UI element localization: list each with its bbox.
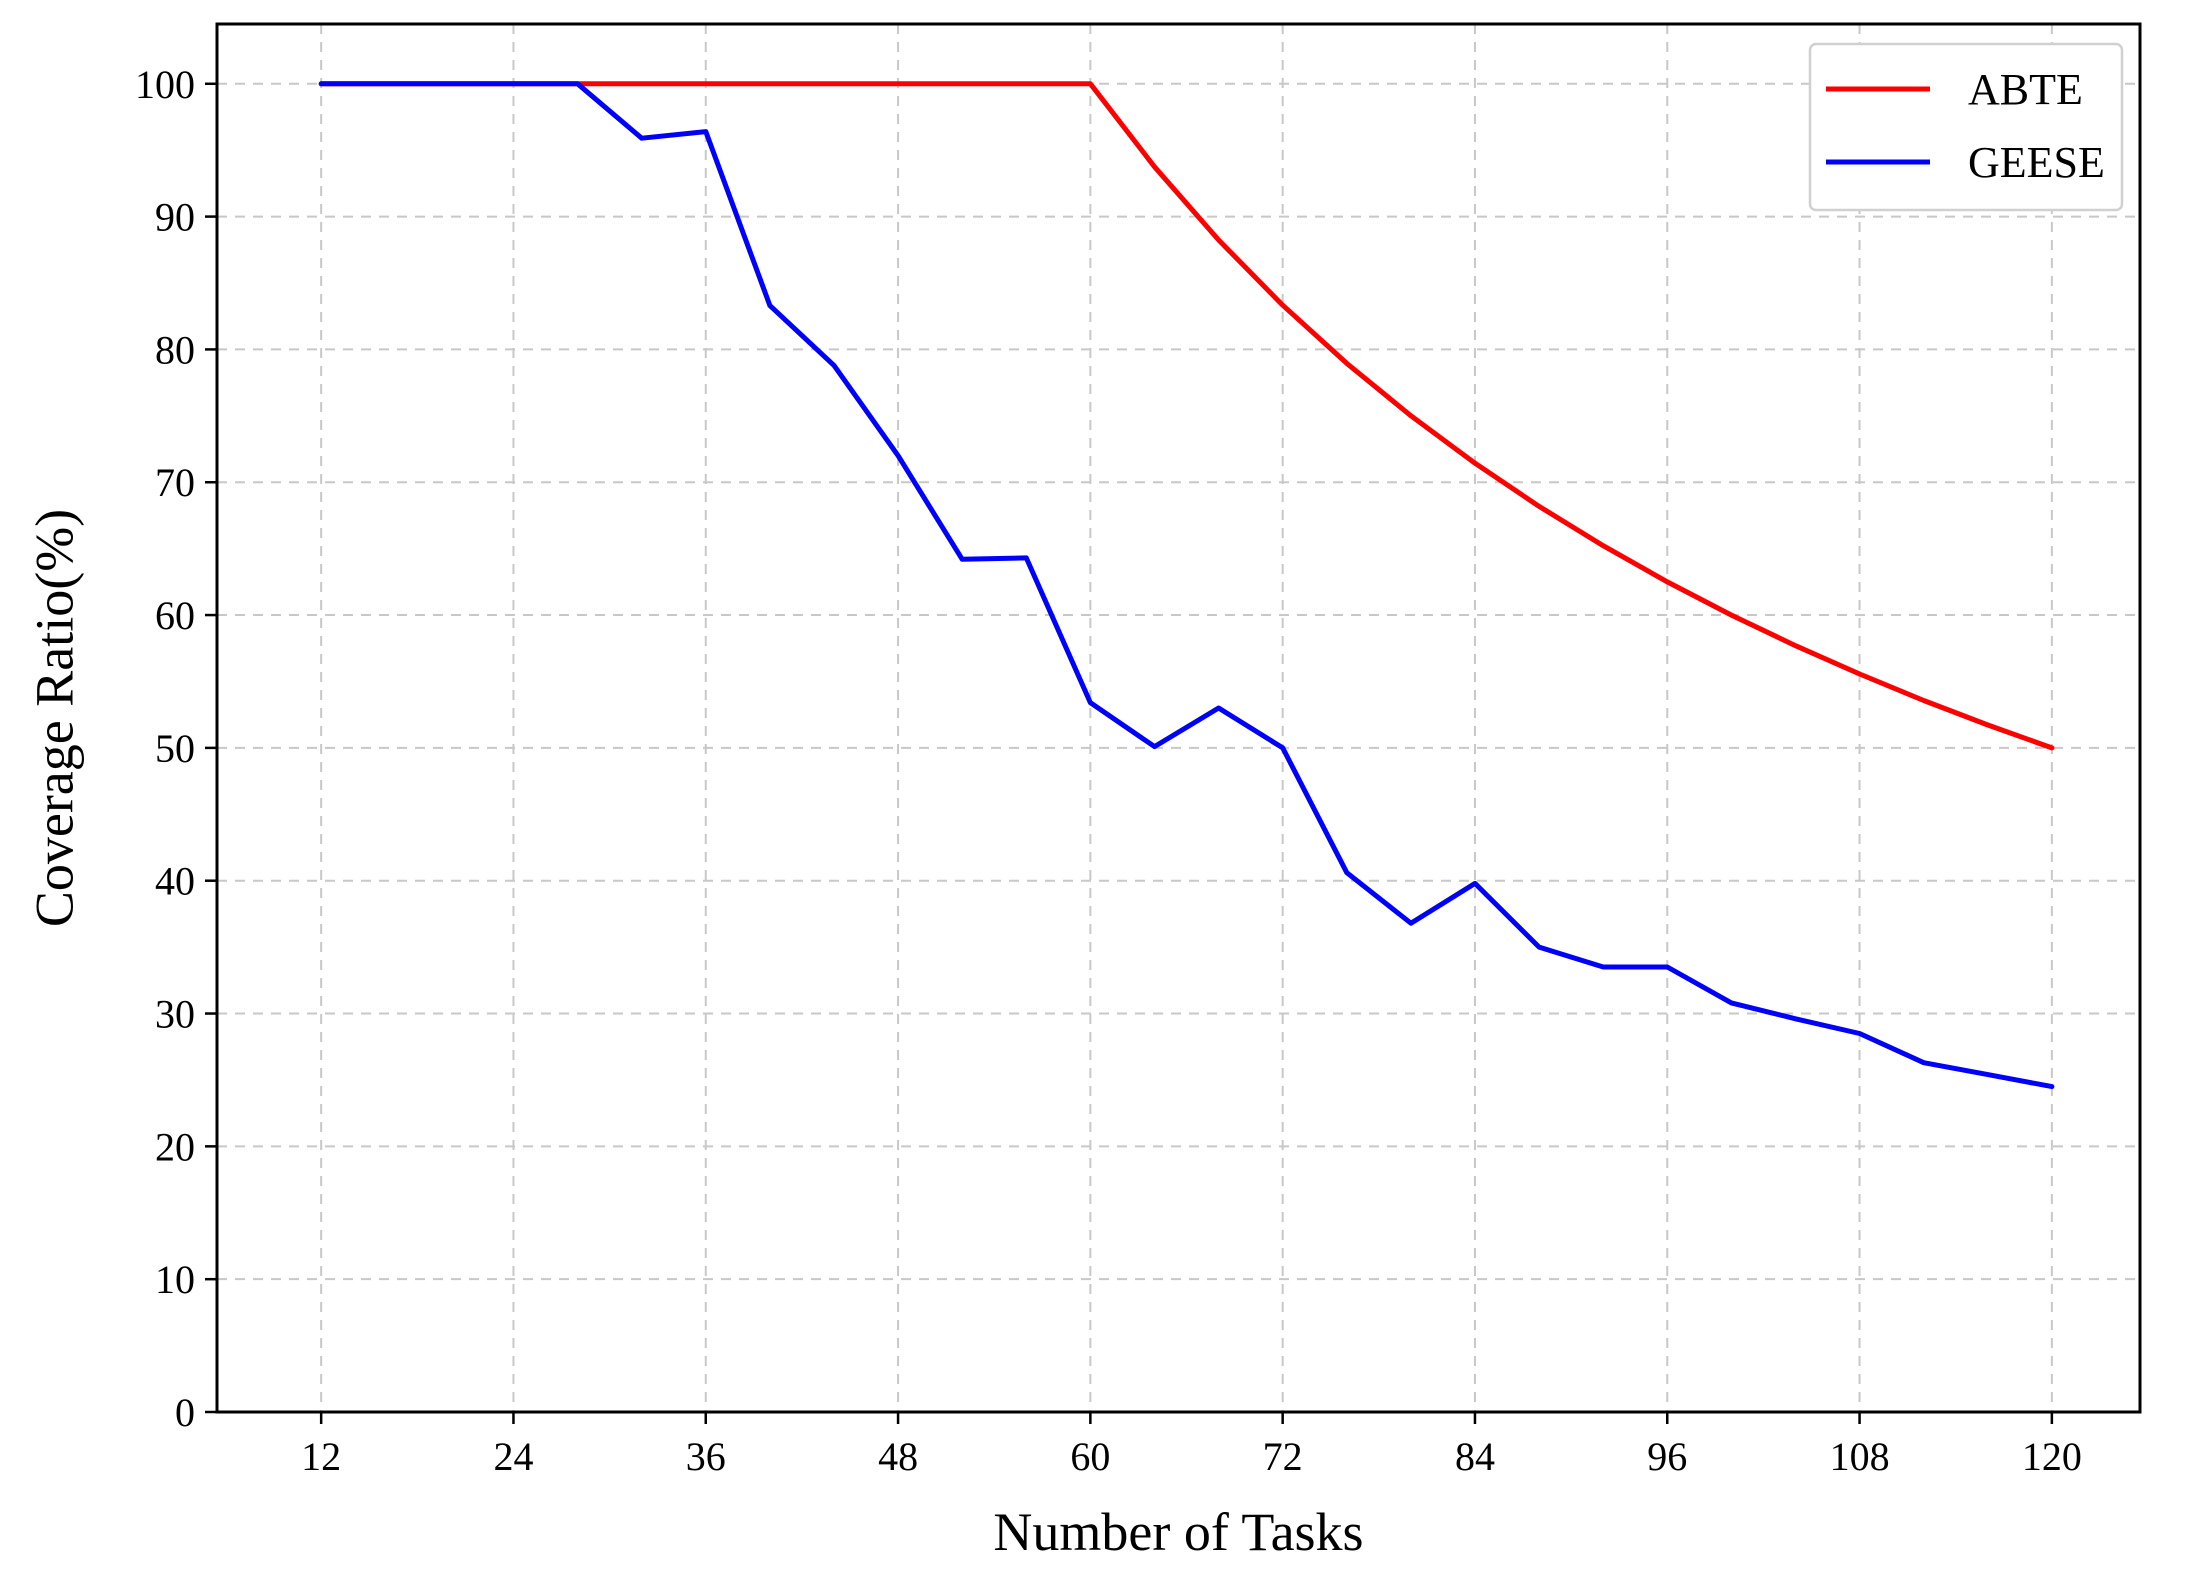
x-tick-label: 60 [1070,1434,1110,1479]
y-tick-label: 70 [155,460,195,505]
legend-label-geese: GEESE [1968,138,2105,187]
x-tick-label: 36 [686,1434,726,1479]
y-tick-label: 10 [155,1257,195,1302]
x-tick-label: 72 [1263,1434,1303,1479]
x-axis-title: Number of Tasks [993,1502,1363,1562]
x-tick-label: 48 [878,1434,918,1479]
y-tick-label: 60 [155,593,195,638]
plot-frame [215,22,2142,1414]
x-tick-label: 96 [1647,1434,1687,1479]
series-lines [318,81,2055,1090]
y-axis-title: Coverage Ratio(%) [24,509,84,927]
y-tick-label: 30 [155,992,195,1037]
y-tick-label: 0 [175,1390,195,1435]
y-tick-label: 90 [155,195,195,240]
x-tick-label: 24 [493,1434,533,1479]
y-tick-label: 50 [155,726,195,771]
legend-box [1808,42,2124,212]
axis-ticks: 12 24 36 48 60 72 84 96 108 120 0 10 20 30 40 50 60 70 80 9… [135,62,2082,1479]
series-line-abte [318,81,2055,751]
legend: ABTE GEESE [1808,42,2124,212]
grid [217,24,2140,1413]
y-tick-label: 100 [135,62,195,107]
x-tick-label: 108 [1830,1434,1890,1479]
x-tick-label: 84 [1455,1434,1495,1479]
legend-label-abte: ABTE [1968,65,2083,114]
series-line-geese [318,81,2055,1090]
y-tick-label: 40 [155,859,195,904]
x-tick-label: 12 [301,1434,341,1479]
y-tick-label: 20 [155,1124,195,1169]
y-tick-label: 80 [155,327,195,372]
x-tick-label: 120 [2022,1434,2082,1479]
